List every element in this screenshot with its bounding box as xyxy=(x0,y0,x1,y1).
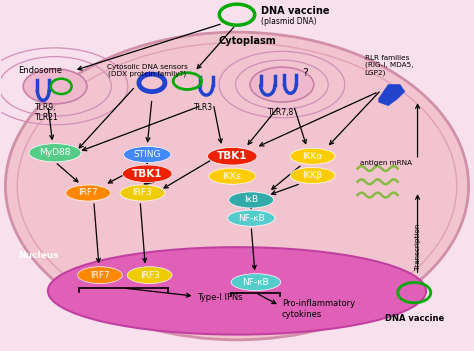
Ellipse shape xyxy=(209,168,256,184)
Text: TBK1: TBK1 xyxy=(132,169,163,179)
Text: IKKε: IKKε xyxy=(223,172,242,181)
Text: TLR9,
TLR21: TLR9, TLR21 xyxy=(35,103,58,122)
Text: Type-I IFNs: Type-I IFNs xyxy=(197,293,243,302)
Text: RLR families
(RIG-I, MDA5,
LGP2): RLR families (RIG-I, MDA5, LGP2) xyxy=(365,55,413,76)
Text: IRF3: IRF3 xyxy=(140,271,159,280)
Text: Transcription: Transcription xyxy=(415,224,420,270)
Text: (plasmid DNA): (plasmid DNA) xyxy=(261,17,316,26)
Text: Cytoplasm: Cytoplasm xyxy=(218,36,276,46)
Text: IRF3: IRF3 xyxy=(133,188,152,198)
Text: TLR7,8: TLR7,8 xyxy=(268,108,294,117)
Text: MyD88: MyD88 xyxy=(39,148,71,157)
Ellipse shape xyxy=(66,185,110,201)
Text: NF-κB: NF-κB xyxy=(238,214,264,223)
Ellipse shape xyxy=(229,192,273,208)
Text: IRF7: IRF7 xyxy=(78,188,98,198)
Ellipse shape xyxy=(231,274,281,291)
Text: Nucleus: Nucleus xyxy=(18,251,58,260)
Text: IκB: IκB xyxy=(244,196,258,205)
Ellipse shape xyxy=(250,67,314,102)
Text: TLR3: TLR3 xyxy=(194,103,214,112)
Text: antigen mRNA: antigen mRNA xyxy=(360,160,412,166)
Text: NF-κB: NF-κB xyxy=(243,278,269,287)
Ellipse shape xyxy=(228,210,275,226)
Polygon shape xyxy=(379,85,405,106)
Text: IKKα: IKKα xyxy=(302,152,323,161)
Text: TBK1: TBK1 xyxy=(217,151,247,161)
Text: DNA vaccine: DNA vaccine xyxy=(384,313,444,323)
Text: STING: STING xyxy=(134,150,161,159)
Text: Endosome: Endosome xyxy=(18,66,62,75)
Ellipse shape xyxy=(77,267,122,284)
Ellipse shape xyxy=(5,32,469,340)
Ellipse shape xyxy=(290,167,335,184)
Ellipse shape xyxy=(124,146,171,163)
Text: IRF7: IRF7 xyxy=(90,271,110,280)
Ellipse shape xyxy=(127,267,172,284)
Text: ?: ? xyxy=(302,68,309,78)
Ellipse shape xyxy=(29,144,81,162)
Ellipse shape xyxy=(120,185,165,201)
Ellipse shape xyxy=(122,165,172,183)
Ellipse shape xyxy=(208,147,257,165)
Text: Pro-inflammatory
cytokines: Pro-inflammatory cytokines xyxy=(282,299,355,319)
Text: DNA vaccine: DNA vaccine xyxy=(261,6,329,16)
Ellipse shape xyxy=(23,69,87,104)
Text: Cytosolic DNA sensors
(DDX protein family?): Cytosolic DNA sensors (DDX protein famil… xyxy=(107,64,188,77)
Text: IKKβ: IKKβ xyxy=(302,171,323,180)
Ellipse shape xyxy=(48,247,426,335)
Ellipse shape xyxy=(290,148,335,164)
